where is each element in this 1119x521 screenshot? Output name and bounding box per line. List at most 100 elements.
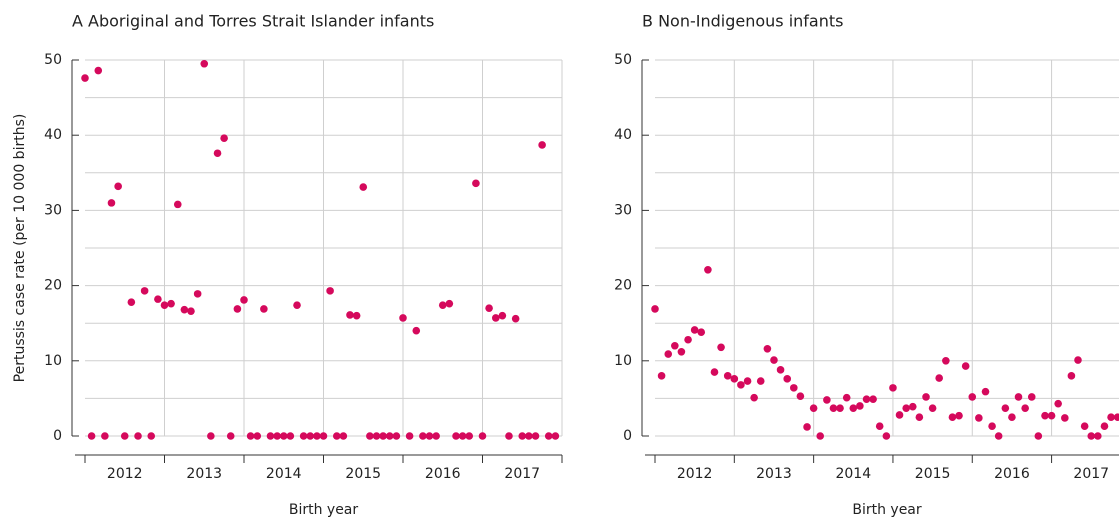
- point: [372, 432, 381, 440]
- point: [651, 305, 659, 313]
- point: [134, 432, 142, 440]
- point: [531, 432, 540, 440]
- point: [710, 368, 719, 376]
- point: [704, 266, 712, 274]
- point: [1113, 413, 1119, 421]
- point: [730, 375, 739, 383]
- point: [465, 432, 474, 440]
- point: [107, 199, 116, 207]
- point: [286, 432, 295, 440]
- point: [293, 301, 301, 309]
- point: [544, 432, 553, 440]
- point: [981, 387, 990, 396]
- point: [823, 396, 831, 404]
- point: [399, 314, 407, 322]
- point: [187, 307, 195, 315]
- point: [1047, 411, 1056, 420]
- point: [1074, 356, 1082, 364]
- point: [299, 432, 308, 440]
- point: [657, 372, 666, 380]
- point: [200, 59, 209, 68]
- point: [902, 404, 910, 412]
- point: [1067, 372, 1076, 380]
- point: [756, 377, 765, 385]
- y-tick-label: 50: [614, 52, 632, 68]
- point: [856, 402, 864, 410]
- chart-title: A Aboriginal and Torres Strait Islander …: [72, 12, 434, 31]
- point: [101, 432, 109, 440]
- point: [445, 299, 454, 308]
- x-axis-label: Birth year: [289, 502, 359, 518]
- point: [809, 404, 818, 412]
- point: [253, 432, 262, 440]
- x-tick-label: 2013: [756, 466, 792, 482]
- point: [790, 384, 798, 392]
- point: [233, 305, 242, 313]
- y-tick-label: 50: [44, 52, 62, 68]
- chart-title: B Non-Indigenous infants: [642, 12, 843, 31]
- point: [882, 432, 891, 440]
- y-tick-label: 30: [614, 202, 632, 218]
- point: [1034, 432, 1043, 440]
- point: [942, 357, 950, 365]
- point: [120, 432, 129, 440]
- point: [690, 326, 699, 334]
- point: [915, 413, 924, 422]
- point: [419, 432, 427, 440]
- point: [737, 381, 745, 389]
- point: [816, 432, 825, 440]
- y-tick-label: 0: [623, 428, 632, 444]
- y-tick-label: 20: [44, 278, 62, 294]
- point: [1100, 422, 1109, 431]
- point: [220, 134, 228, 143]
- point: [140, 287, 149, 295]
- x-tick-label: 2012: [677, 466, 713, 482]
- point: [452, 432, 460, 440]
- point: [81, 74, 89, 82]
- x-tick-label: 2016: [994, 466, 1030, 482]
- point: [1107, 413, 1115, 422]
- point: [684, 335, 692, 344]
- point: [412, 326, 421, 335]
- point: [1041, 411, 1049, 420]
- point: [1080, 422, 1089, 431]
- point: [260, 305, 268, 313]
- point: [458, 432, 467, 440]
- x-tick-label: 2012: [107, 466, 143, 482]
- point: [829, 404, 838, 412]
- point: [147, 432, 156, 440]
- point: [955, 411, 963, 420]
- point: [525, 432, 533, 440]
- point: [279, 432, 288, 440]
- point: [538, 141, 546, 149]
- x-tick-label: 2017: [504, 466, 540, 482]
- point: [246, 432, 255, 440]
- point: [339, 432, 348, 440]
- point: [478, 432, 487, 440]
- y-tick-label: 40: [614, 127, 632, 143]
- point: [862, 395, 871, 403]
- point: [240, 296, 248, 304]
- point: [1008, 413, 1016, 422]
- point: [379, 432, 387, 440]
- x-tick-label: 2015: [915, 466, 951, 482]
- point: [1054, 399, 1062, 408]
- point: [842, 393, 851, 402]
- point: [505, 432, 513, 440]
- y-tick-label: 30: [44, 202, 62, 218]
- point: [928, 404, 937, 412]
- point: [114, 182, 122, 191]
- y-tick-label: 10: [44, 353, 62, 369]
- point: [306, 432, 315, 440]
- point: [1001, 404, 1010, 412]
- point: [783, 375, 792, 383]
- point: [750, 393, 758, 402]
- point: [160, 301, 169, 309]
- y-tick-label: 10: [614, 353, 632, 369]
- point: [167, 299, 175, 308]
- point: [207, 432, 215, 440]
- point: [432, 432, 440, 440]
- point: [366, 432, 374, 440]
